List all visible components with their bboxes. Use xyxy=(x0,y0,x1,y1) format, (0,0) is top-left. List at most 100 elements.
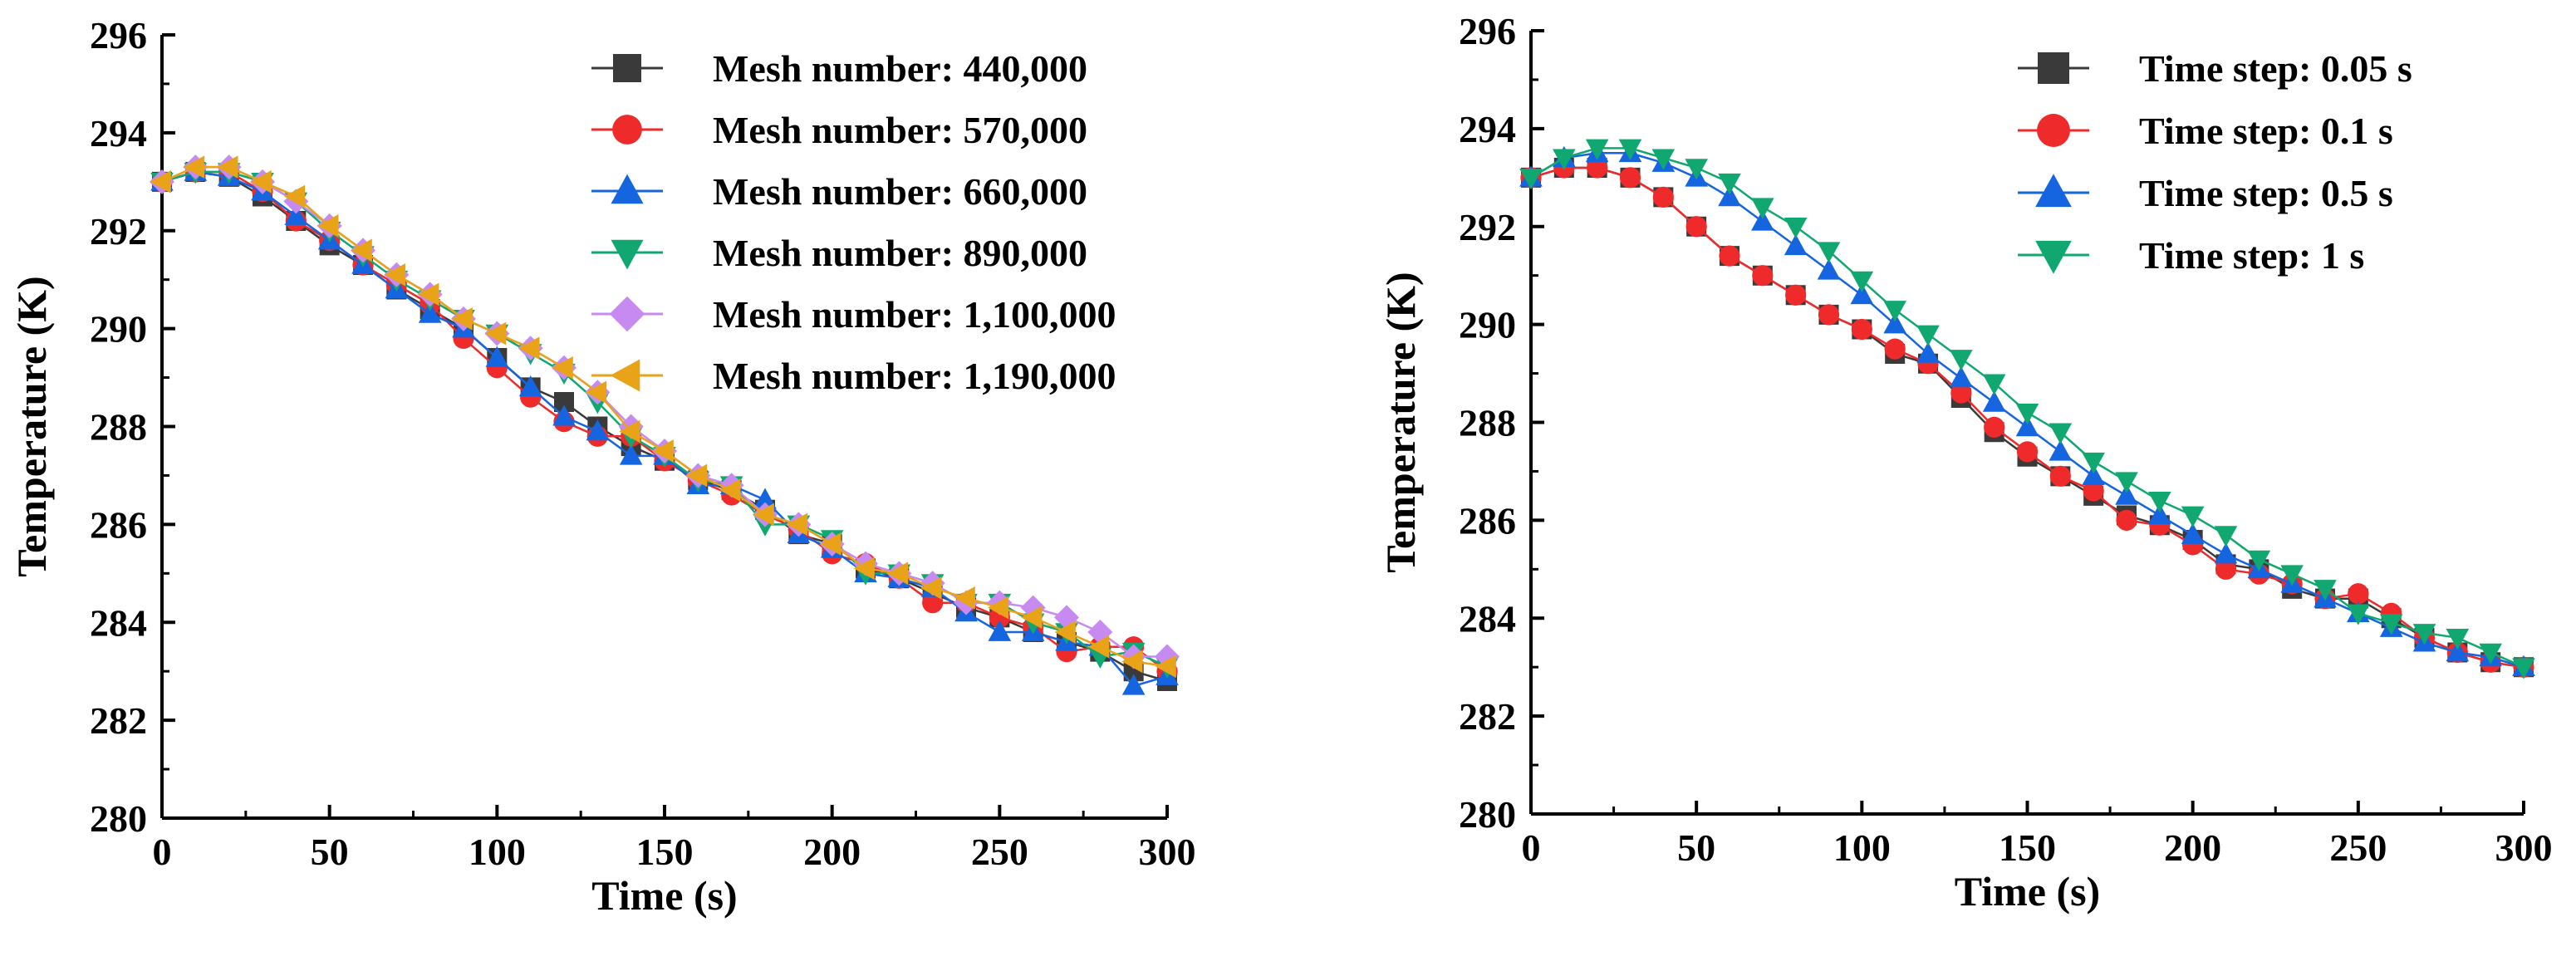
data-point xyxy=(2049,439,2073,461)
data-point xyxy=(1155,655,1176,679)
data-point xyxy=(922,592,944,614)
data-point xyxy=(2148,503,2171,525)
legend-item: Mesh number: 440,000 xyxy=(591,47,1087,90)
data-point xyxy=(1982,390,2006,412)
data-point xyxy=(2015,403,2039,425)
legend-marker xyxy=(611,239,644,270)
chart-time-step-independence: 280 282 284 286 288 290 292 294 296 0 50 100 150 200 2… xyxy=(1377,10,2553,914)
legend-label: Mesh number: 570,000 xyxy=(713,109,1087,151)
data-point xyxy=(2015,414,2039,437)
legend-label: Mesh number: 890,000 xyxy=(713,232,1087,274)
data-point xyxy=(2412,624,2436,645)
data-point xyxy=(2348,583,2369,605)
data-point xyxy=(2083,480,2104,502)
legend-item: Mesh number: 1,190,000 xyxy=(591,355,1116,397)
legend-marker xyxy=(613,54,641,82)
data-point xyxy=(518,336,540,360)
data-point xyxy=(1021,606,1043,630)
data-point xyxy=(183,155,205,179)
data-point xyxy=(2446,629,2470,650)
data-point xyxy=(1851,318,1872,341)
y-axis-title: Temperature (K) xyxy=(8,276,55,576)
x-tick-label: 100 xyxy=(469,831,526,873)
data-point xyxy=(2115,483,2138,505)
y-axis-title: Temperature (K) xyxy=(1377,272,1424,572)
y-tick-label: 280 xyxy=(90,797,147,840)
x-tick-label: 200 xyxy=(2164,826,2221,869)
data-point xyxy=(1884,338,1906,360)
legend-label: Time step: 0.1 s xyxy=(2139,110,2393,152)
data-point xyxy=(2446,640,2470,662)
y-tick-label: 294 xyxy=(90,112,147,154)
data-point xyxy=(1850,271,1874,292)
data-point xyxy=(552,405,576,426)
data-point xyxy=(2280,565,2304,586)
data-point xyxy=(585,380,607,405)
data-point xyxy=(1883,301,1906,322)
data-point xyxy=(2379,614,2403,635)
y-tick-label: 282 xyxy=(1459,695,1516,738)
data-point xyxy=(1719,245,1740,267)
data-point xyxy=(1651,149,1676,170)
data-point xyxy=(1751,198,1774,219)
data-point xyxy=(2049,423,2073,444)
legend-item: Time step: 0.1 s xyxy=(2018,110,2393,152)
data-point xyxy=(2215,558,2237,580)
legend: Time step: 0.05 s Time step: 0.1 s Time st… xyxy=(2018,47,2412,277)
data-point xyxy=(2115,472,2138,493)
legend-marker xyxy=(2035,174,2072,208)
data-point xyxy=(1817,242,1841,263)
data-point xyxy=(384,262,406,287)
data-point xyxy=(1121,650,1143,674)
y-tick-label: 292 xyxy=(1459,206,1516,248)
data-point xyxy=(1950,366,1973,388)
data-point xyxy=(1984,416,2005,438)
data-point xyxy=(1652,186,1674,208)
legend-item: Mesh number: 1,100,000 xyxy=(591,293,1116,336)
data-point xyxy=(786,512,808,537)
data-point xyxy=(1883,312,1906,334)
series-4 xyxy=(1519,139,2535,679)
x-tick-label: 250 xyxy=(2329,826,2387,869)
x-tick-label: 250 xyxy=(971,831,1028,873)
legend-item: Time step: 0.5 s xyxy=(2018,172,2393,214)
data-point xyxy=(753,488,777,509)
data-point xyxy=(418,302,442,323)
data-point xyxy=(2082,452,2105,474)
data-point xyxy=(685,463,708,488)
legend-label: Mesh number: 660,000 xyxy=(713,170,1087,213)
data-point xyxy=(485,346,509,367)
legend-item: Time step: 0.05 s xyxy=(2018,47,2412,90)
x-tick-label: 200 xyxy=(803,831,861,873)
data-point xyxy=(1587,157,1608,179)
x-tick-label: 100 xyxy=(1833,826,1891,869)
legend-marker xyxy=(611,174,644,204)
data-point xyxy=(250,170,272,194)
legend-label: Time step: 0.5 s xyxy=(2139,172,2393,214)
x-tick-label: 150 xyxy=(1999,826,2056,869)
legend-marker xyxy=(2038,52,2069,84)
data-point xyxy=(484,321,507,346)
data-point xyxy=(1553,149,1576,170)
data-point xyxy=(1718,184,1741,207)
legend-marker xyxy=(2037,114,2070,147)
data-point xyxy=(1982,374,2006,395)
y-tick-label: 280 xyxy=(1459,793,1516,836)
data-point xyxy=(2049,465,2071,487)
legend: Mesh number: 440,000 Mesh number: 570,000… xyxy=(591,47,1116,397)
data-point xyxy=(1519,169,1543,190)
data-point xyxy=(753,503,774,527)
x-axis-title: Time (s) xyxy=(591,872,737,919)
data-point xyxy=(619,419,640,444)
data-point xyxy=(2347,604,2370,625)
y-tick-label: 286 xyxy=(90,503,147,546)
y-tick-label: 290 xyxy=(90,308,147,351)
data-point xyxy=(586,419,610,441)
data-point xyxy=(1785,284,1807,306)
y-tick-label: 296 xyxy=(90,14,147,56)
data-point xyxy=(1751,209,1774,231)
data-point xyxy=(317,214,339,238)
data-point xyxy=(283,184,306,208)
data-point xyxy=(1950,350,1973,371)
y-tick-label: 288 xyxy=(90,406,147,449)
